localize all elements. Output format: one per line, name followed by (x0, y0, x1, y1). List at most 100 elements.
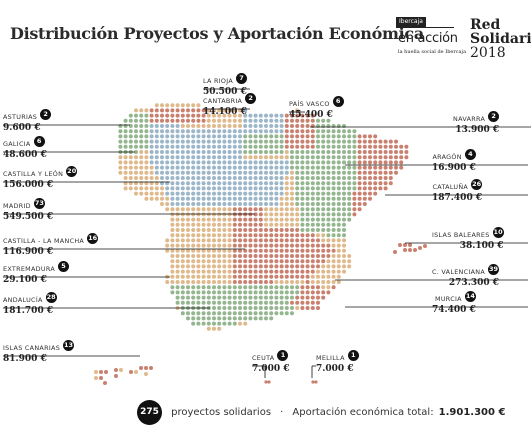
map-dot (258, 300, 263, 305)
map-dot (274, 228, 279, 232)
map-dot (175, 248, 180, 253)
map-dot (212, 186, 216, 191)
map-dot (388, 170, 393, 175)
map-dot (357, 170, 362, 175)
map-dot (378, 139, 383, 144)
map-dot (331, 170, 336, 175)
map-dot (232, 222, 237, 227)
map-dot (144, 129, 149, 134)
map-dot (342, 217, 346, 222)
map-dot (253, 118, 258, 123)
map-dot (290, 191, 294, 196)
map-dot (258, 228, 263, 232)
map-dot (300, 176, 305, 180)
map-dot (180, 196, 185, 201)
map-dot (191, 222, 196, 227)
map-dot (264, 144, 268, 149)
map-dot (342, 248, 346, 253)
map-dot (134, 165, 138, 170)
map-dot (316, 170, 320, 175)
map-dot (290, 217, 294, 222)
map-dot (139, 108, 144, 113)
map-dot (373, 165, 378, 170)
project-count-badge: 1 (347, 350, 359, 361)
region-name: MADRID (3, 202, 31, 210)
map-dot (362, 144, 367, 149)
map-dot (212, 217, 216, 222)
region-label: MURCIA 14 74.400 € (432, 286, 476, 315)
map-dot (248, 238, 253, 243)
map-dot (284, 228, 289, 232)
map-dot (248, 285, 253, 290)
region-label: MELILLA 1 7.000 € (316, 345, 359, 374)
map-dot (331, 144, 336, 149)
map-dot (310, 300, 315, 305)
map-dot (264, 202, 268, 206)
map-dot (290, 248, 294, 253)
map-dot (180, 186, 185, 191)
map-dot (134, 191, 138, 196)
map-dot (118, 129, 123, 134)
map-dot (232, 274, 237, 279)
map-dot (206, 186, 211, 191)
map-dot (160, 108, 164, 113)
map-dot (300, 285, 305, 290)
map-dot (222, 202, 227, 206)
map-dot (290, 186, 294, 191)
map-dot (144, 155, 149, 160)
map-dot (253, 300, 258, 305)
map-dot (253, 222, 258, 227)
region-label: NAVARRA 2 13.900 € (453, 106, 500, 135)
map-dot (290, 196, 294, 201)
balearic-dot (408, 243, 412, 247)
map-dot (331, 196, 336, 201)
map-dot (316, 134, 320, 139)
map-dot (191, 238, 196, 243)
project-count-badge: 6 (33, 136, 45, 147)
map-dot (284, 280, 289, 284)
map-dot (274, 118, 279, 123)
map-dot (232, 113, 237, 118)
map-dot (180, 295, 185, 300)
map-dot (238, 233, 242, 238)
map-dot (253, 212, 258, 217)
map-dot (336, 129, 341, 134)
map-dot (222, 217, 227, 222)
map-dot (264, 238, 268, 243)
map-dot (305, 181, 310, 186)
map-dot (284, 181, 289, 186)
map-dot (336, 207, 341, 212)
map-dot (253, 165, 258, 170)
map-dot (248, 191, 253, 196)
map-dot (368, 181, 372, 186)
map-dot (321, 186, 326, 191)
map-dot (264, 264, 268, 269)
map-dot (300, 113, 305, 118)
map-dot (383, 181, 388, 186)
map-dot (175, 129, 180, 134)
map-dot (274, 248, 279, 253)
map-dot (253, 160, 258, 165)
map-dot (201, 280, 206, 284)
map-dot (212, 274, 216, 279)
map-dot (258, 150, 263, 154)
region-amount: 13.900 € (455, 125, 500, 135)
map-dot (264, 196, 268, 201)
map-dot (284, 160, 289, 165)
map-dot (326, 186, 331, 191)
map-dot (238, 321, 242, 326)
map-dot (279, 269, 284, 274)
map-dot (227, 124, 232, 128)
map-dot (180, 254, 185, 258)
map-dot (284, 124, 289, 128)
map-dot (227, 316, 232, 321)
map-dot (279, 170, 284, 175)
map-dot (295, 238, 300, 243)
map-dot (383, 150, 388, 154)
map-dot (206, 326, 211, 331)
map-dot (248, 243, 253, 248)
map-dot (274, 129, 279, 134)
map-dot (352, 191, 357, 196)
map-dot (295, 212, 300, 217)
map-dot (352, 212, 357, 217)
